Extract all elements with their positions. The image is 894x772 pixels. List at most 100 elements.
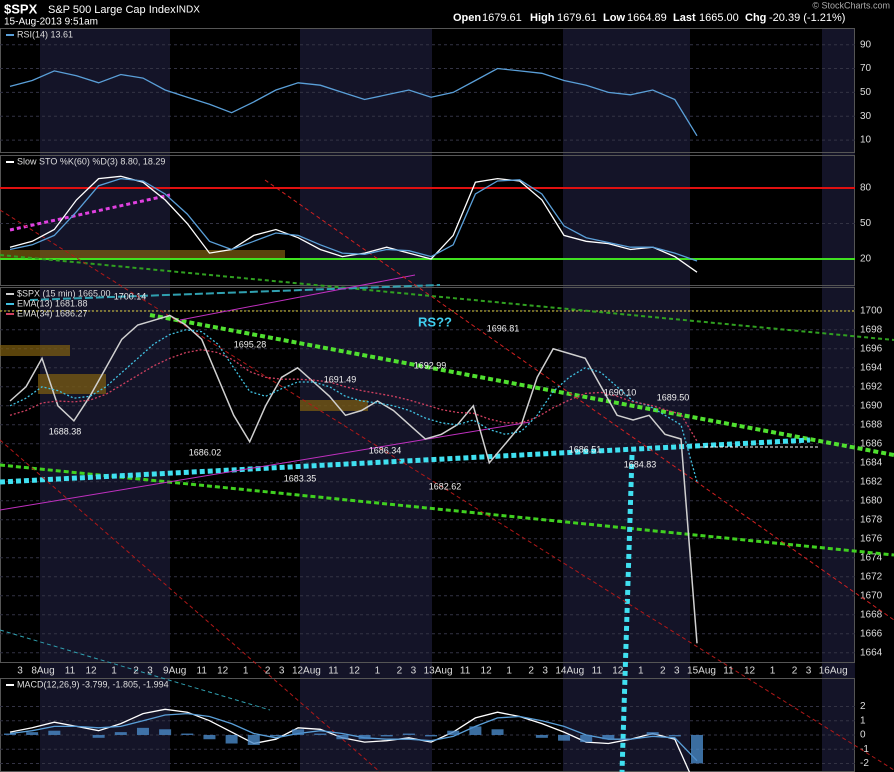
- annotation: 1688.38: [49, 426, 82, 436]
- trendline: [0, 209, 894, 771]
- x-tick-label: 15Aug: [687, 666, 716, 677]
- histogram-bar: [602, 734, 615, 740]
- x-tick-label: 3: [279, 666, 285, 677]
- y-tick-label: 1694: [860, 362, 883, 373]
- x-tick-label: 2: [265, 666, 271, 677]
- x-tick-label: 1: [111, 666, 117, 677]
- y-tick-label: 70: [860, 63, 872, 74]
- y-tick-label: 1672: [860, 571, 883, 582]
- y-tick-label: 30: [860, 111, 872, 122]
- y-tick-label: 1682: [860, 476, 883, 487]
- y-tick-label: 1696: [860, 343, 883, 354]
- x-tick-label: 11: [460, 666, 471, 677]
- y-tick-label: 1680: [860, 495, 883, 506]
- y-tick-label: 90: [860, 39, 872, 50]
- y-tick-label: 1684: [860, 457, 883, 468]
- legend-swatch: [6, 161, 14, 163]
- annotation: 1690.10: [604, 387, 637, 397]
- histogram-bar: [646, 732, 659, 735]
- y-tick-label: 80: [860, 183, 872, 194]
- low: 1664.89: [627, 12, 667, 24]
- x-tick-label: 12: [612, 666, 624, 677]
- legend-label: RSI(14) 13.61: [17, 29, 73, 39]
- header: $SPX S&P 500 Large Cap Index INDX 15-Aug…: [4, 0, 890, 27]
- trendline: [179, 274, 416, 321]
- series-line: [9, 314, 698, 644]
- histogram-bar: [26, 732, 39, 735]
- annotation: 1686.02: [189, 447, 222, 457]
- histogram-bar: [225, 734, 238, 744]
- trendline: [0, 437, 811, 485]
- band: [822, 28, 855, 772]
- histogram-bar: [380, 734, 393, 737]
- x-tick-label: 3: [147, 666, 153, 677]
- histogram-bar: [691, 734, 703, 764]
- x-tick-label: 14Aug: [555, 666, 584, 677]
- trendline: [0, 421, 531, 511]
- x-tick-label: 13Aug: [424, 666, 453, 677]
- trendline: [149, 313, 894, 457]
- y-tick-label: 2: [860, 701, 866, 712]
- histogram-bar: [48, 730, 61, 735]
- trendline: [0, 254, 894, 341]
- x-tick-label: 12: [217, 666, 229, 677]
- x-tick-label: 12: [744, 666, 756, 677]
- x-tick-label: 3: [806, 666, 812, 677]
- histogram-bar: [558, 734, 571, 741]
- last: 1665.00: [699, 12, 739, 24]
- y-tick-label: 1686: [860, 438, 883, 449]
- histogram-bar: [269, 734, 282, 737]
- x-tick-label: 11: [65, 666, 76, 677]
- annotation: 1683.35: [284, 473, 317, 483]
- x-tick-label: 11: [328, 666, 339, 677]
- x-tick-label: 12Aug: [292, 666, 321, 677]
- y-tick-label: 1664: [860, 647, 883, 658]
- histogram-bar: [292, 729, 305, 735]
- annotation: 1691.49: [324, 374, 357, 384]
- y-tick-label: -1: [860, 744, 869, 755]
- x-tick-label: 1: [243, 666, 249, 677]
- y-tick-label: 1666: [860, 628, 883, 639]
- histogram-bar: [491, 729, 504, 735]
- credit: © StockCharts.com: [812, 0, 890, 10]
- y-tick-label: 50: [860, 87, 872, 98]
- histogram-bar: [425, 734, 438, 737]
- annotation: 1684.83: [624, 459, 657, 469]
- annotation: RS??: [418, 314, 452, 329]
- histogram-bar: [402, 733, 415, 735]
- legend-swatch: [6, 684, 14, 686]
- series-line: [9, 175, 698, 273]
- y-tick-label: 1676: [860, 533, 883, 544]
- annotation: 1692.99: [414, 360, 447, 370]
- y-tick-label: -2: [860, 758, 869, 769]
- x-tick-label: 2: [397, 666, 403, 677]
- legend-label: EMA(13) 1681.88: [17, 298, 88, 308]
- box: [38, 374, 106, 394]
- exchange: INDX: [176, 5, 200, 16]
- x-tick-label: 12: [481, 666, 493, 677]
- x-tick-label: 2: [792, 666, 798, 677]
- x-tick-label: 2: [133, 666, 139, 677]
- histogram-bar: [668, 734, 681, 737]
- y-tick-label: 1698: [860, 324, 883, 335]
- symbol: $SPX: [4, 1, 38, 16]
- annotation: 1686.34: [369, 445, 402, 455]
- x-tick-label: 1: [770, 666, 776, 677]
- x-tick-label: 3: [674, 666, 680, 677]
- series-line: [9, 712, 698, 762]
- histogram-bar: [535, 734, 548, 738]
- histogram-bar: [314, 733, 327, 735]
- x-tick-label: 3: [411, 666, 417, 677]
- histogram-bar: [336, 734, 349, 740]
- legend-label: MACD(12,26,9) -3.799, -1.805, -1.994: [17, 679, 169, 689]
- x-tick-label: 9Aug: [163, 666, 186, 677]
- histogram-bar: [114, 732, 127, 735]
- y-tick-label: 1700: [860, 305, 883, 316]
- chg-label: Chg: [745, 12, 766, 24]
- x-tick-label: 11: [723, 666, 734, 677]
- x-tick-label: 2: [528, 666, 534, 677]
- trendline: [0, 463, 894, 557]
- histogram-bar: [247, 734, 260, 745]
- annotation: 1686.51: [569, 444, 602, 454]
- legend-swatch: [6, 293, 14, 295]
